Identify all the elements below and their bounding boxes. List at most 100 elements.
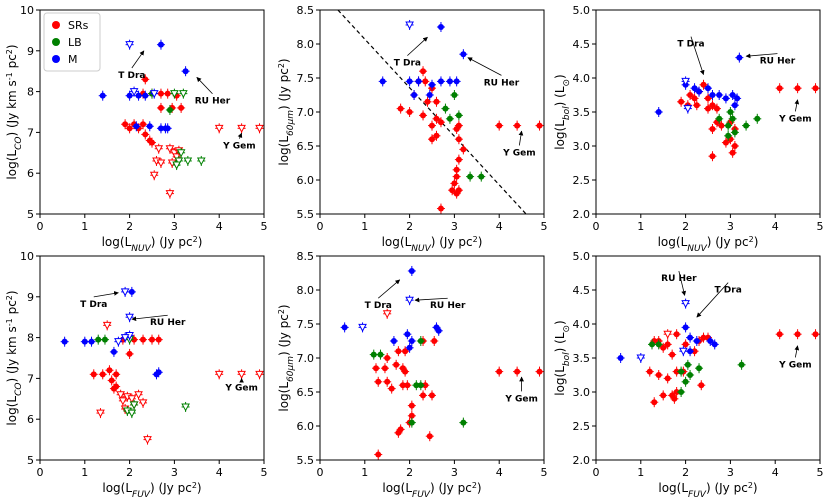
- upper-limit-marker: [143, 436, 152, 445]
- series-lb-upper-limit-: [170, 88, 206, 171]
- legend-label: SRs: [68, 19, 89, 32]
- data-point: [417, 382, 424, 389]
- series-srs-upper-limit-: [382, 308, 392, 319]
- axes-frame: [319, 255, 545, 461]
- x-tick-label: 4: [216, 466, 223, 479]
- series-lb: [441, 90, 486, 182]
- data-point: [404, 382, 411, 389]
- y-tick-label: 5.0: [573, 4, 591, 17]
- x-tick-label: 2: [406, 466, 413, 479]
- x-axis-label: log(LFUV) (Jy pc2): [102, 481, 201, 498]
- y-tick-label: 3.0: [573, 140, 591, 153]
- data-point: [420, 392, 427, 399]
- x-tick-label: 2: [406, 220, 413, 233]
- data-point: [433, 115, 440, 122]
- data-point: [496, 122, 503, 129]
- data-point: [451, 92, 458, 98]
- data-point: [182, 68, 189, 75]
- x-tick-label: 5: [261, 220, 268, 233]
- data-point: [460, 146, 467, 153]
- data-point: [754, 115, 761, 122]
- data-point: [415, 78, 422, 85]
- data-point: [113, 371, 120, 378]
- y-tick-label: 6.0: [297, 420, 315, 433]
- upper-limit-marker: [214, 370, 224, 379]
- x-tick-label: 5: [817, 466, 824, 479]
- x-axis-label: log(LFUV) (Jy pc2): [658, 481, 757, 498]
- x-axis-label: log(LNUV) (Jy pc2): [658, 235, 759, 255]
- y-tick-label: 8: [27, 86, 34, 99]
- data-point: [655, 341, 662, 348]
- y-tick-label: 7.0: [297, 352, 315, 365]
- annotation-arrow: [696, 282, 729, 318]
- y-tick-label: 9: [27, 291, 34, 304]
- data-point: [729, 92, 736, 98]
- legend-marker: [52, 55, 60, 63]
- x-tick-label: 1: [81, 220, 88, 233]
- upper-limit-marker: [127, 395, 137, 404]
- upper-limit-marker: [176, 149, 186, 158]
- data-point: [442, 105, 449, 112]
- x-tick-label: 0: [37, 466, 44, 479]
- y-tick-label: 8.0: [297, 284, 315, 297]
- upper-limit-marker: [181, 403, 190, 412]
- series-srs: [645, 329, 820, 408]
- x-tick-label: 3: [727, 466, 734, 479]
- data-point: [388, 385, 395, 392]
- data-point: [693, 102, 700, 109]
- x-tick-label: 5: [817, 220, 824, 233]
- data-point: [651, 399, 658, 406]
- x-tick-label: 0: [317, 466, 324, 479]
- data-point: [709, 126, 716, 132]
- data-point: [794, 85, 801, 92]
- data-point: [381, 365, 388, 372]
- data-point: [460, 419, 467, 426]
- y-tick-label: 10: [20, 4, 34, 17]
- data-point: [449, 187, 456, 194]
- y-tick-label: 2.5: [573, 174, 591, 187]
- y-axis-label: log(LCO) (Jy km s-1 pc2): [5, 44, 25, 179]
- data-point: [496, 368, 503, 375]
- data-point: [411, 92, 418, 98]
- data-point: [142, 92, 149, 99]
- data-point: [453, 190, 460, 197]
- series-lb: [94, 334, 109, 345]
- chart-panel-1: 0 1 2 3 4 5 5 6 7 8 9 10 log(LNUV) (Jy pc2) log(LCO) …: [5, 4, 268, 254]
- series-m-upper-limit-: [125, 39, 159, 99]
- annotation-label: RU Her: [661, 274, 697, 284]
- data-point: [678, 368, 685, 375]
- data-point: [536, 368, 543, 375]
- upper-limit-marker: [138, 399, 148, 408]
- axes-frame: [39, 9, 265, 215]
- data-point: [178, 104, 185, 111]
- x-tick-label: 4: [772, 220, 779, 233]
- y-tick-label: 7.5: [297, 72, 315, 85]
- annotation-arrow: [93, 291, 119, 298]
- x-tick-label: 3: [171, 220, 178, 233]
- series-m-upper-limit-: [358, 295, 414, 333]
- x-tick-label: 2: [126, 466, 133, 479]
- upper-limit-marker: [149, 171, 159, 180]
- data-point: [682, 341, 689, 348]
- upper-limit-marker: [125, 313, 134, 322]
- data-point: [99, 371, 106, 378]
- y-tick-label: 7: [27, 372, 34, 385]
- data-point: [660, 392, 667, 399]
- y-tick-label: 4.0: [573, 318, 591, 331]
- x-tick-label: 3: [727, 220, 734, 233]
- data-point: [673, 389, 680, 395]
- x-tick-label: 3: [171, 466, 178, 479]
- data-point: [684, 361, 691, 368]
- data-point: [370, 351, 377, 358]
- data-point: [678, 98, 685, 105]
- data-point: [395, 429, 402, 436]
- data-point: [691, 348, 698, 355]
- data-point: [429, 136, 435, 143]
- data-point: [455, 112, 462, 119]
- annotation-arrow: [414, 297, 448, 303]
- data-point: [426, 92, 433, 98]
- annotation-label: Y Gem: [778, 114, 812, 124]
- upper-limit-marker: [183, 157, 193, 166]
- data-point: [384, 378, 391, 385]
